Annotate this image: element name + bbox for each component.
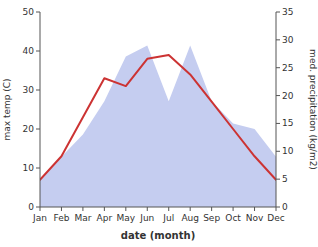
y-tick-label: 20: [23, 124, 35, 134]
x-tick: [61, 207, 62, 211]
x-tick-label: Feb: [53, 213, 69, 223]
y-tick-label: 40: [23, 46, 35, 56]
x-tick: [211, 207, 212, 211]
x-tick-label: Aug: [181, 213, 199, 223]
y2-tick-label: 30: [282, 35, 294, 45]
marks: [40, 45, 276, 207]
y-axis-line: [40, 12, 41, 207]
y2-tick: [276, 179, 280, 180]
x-tick: [40, 207, 41, 211]
x-tick: [125, 207, 126, 211]
x-tick-label: Dec: [267, 213, 284, 223]
y-tick-label: 10: [23, 163, 35, 173]
y2-tick: [276, 95, 280, 96]
precipitation-area: [40, 45, 276, 207]
y-tick: [36, 129, 40, 130]
y-axis-label: max temp (C): [2, 78, 12, 140]
y2-tick-label: 10: [282, 146, 294, 156]
y-tick: [36, 207, 40, 208]
x-tick-label: Oct: [225, 213, 241, 223]
y2-tick: [276, 39, 280, 40]
x-tick-label: Jan: [32, 213, 47, 223]
x-tick: [254, 207, 255, 211]
x-tick: [276, 207, 277, 211]
x-tick: [82, 207, 83, 211]
x-tick: [168, 207, 169, 211]
x-axis-label: date (month): [121, 230, 195, 241]
x-tick-label: Jul: [162, 213, 174, 223]
y2-tick-label: 0: [282, 202, 288, 212]
y2-tick-label: 35: [282, 7, 293, 17]
y-tick-label: 0: [28, 202, 34, 212]
chart: 0 10 20 30 40 50 0 5 10 15 20 25 30 35 Jan Feb Mar Apr May…: [0, 0, 318, 247]
y2-axis-line: [276, 12, 277, 207]
x-tick-label: Jun: [139, 213, 154, 223]
y2-tick: [276, 123, 280, 124]
y2-tick: [276, 151, 280, 152]
y-tick-label: 30: [23, 85, 35, 95]
y-tick: [36, 12, 40, 13]
x-tick-label: May: [117, 213, 136, 223]
temperature-line: [40, 55, 276, 180]
x-tick-label: Sep: [203, 213, 220, 223]
y2-tick-label: 5: [282, 174, 288, 184]
y2-axis-label: med. precipitation (kg/m2): [308, 49, 318, 170]
x-tick-label: Apr: [97, 213, 113, 223]
y-tick-label: 50: [23, 7, 35, 17]
axes: 0 10 20 30 40 50 0 5 10 15 20 25 30 35 Jan Feb Mar Apr May…: [23, 7, 294, 223]
x-tick-label: Mar: [74, 213, 91, 223]
y2-tick: [276, 67, 280, 68]
x-tick: [147, 207, 148, 211]
y2-tick-label: 20: [282, 91, 294, 101]
y2-tick: [276, 12, 280, 13]
y-tick: [36, 168, 40, 169]
y-tick: [36, 51, 40, 52]
x-tick: [233, 207, 234, 211]
x-axis-line: [40, 207, 276, 208]
y2-tick-label: 15: [282, 118, 293, 128]
x-tick: [104, 207, 105, 211]
y2-tick-label: 25: [282, 63, 293, 73]
x-tick-label: Nov: [246, 213, 264, 223]
y2-tick: [276, 207, 280, 208]
y-tick: [36, 90, 40, 91]
x-tick: [190, 207, 191, 211]
